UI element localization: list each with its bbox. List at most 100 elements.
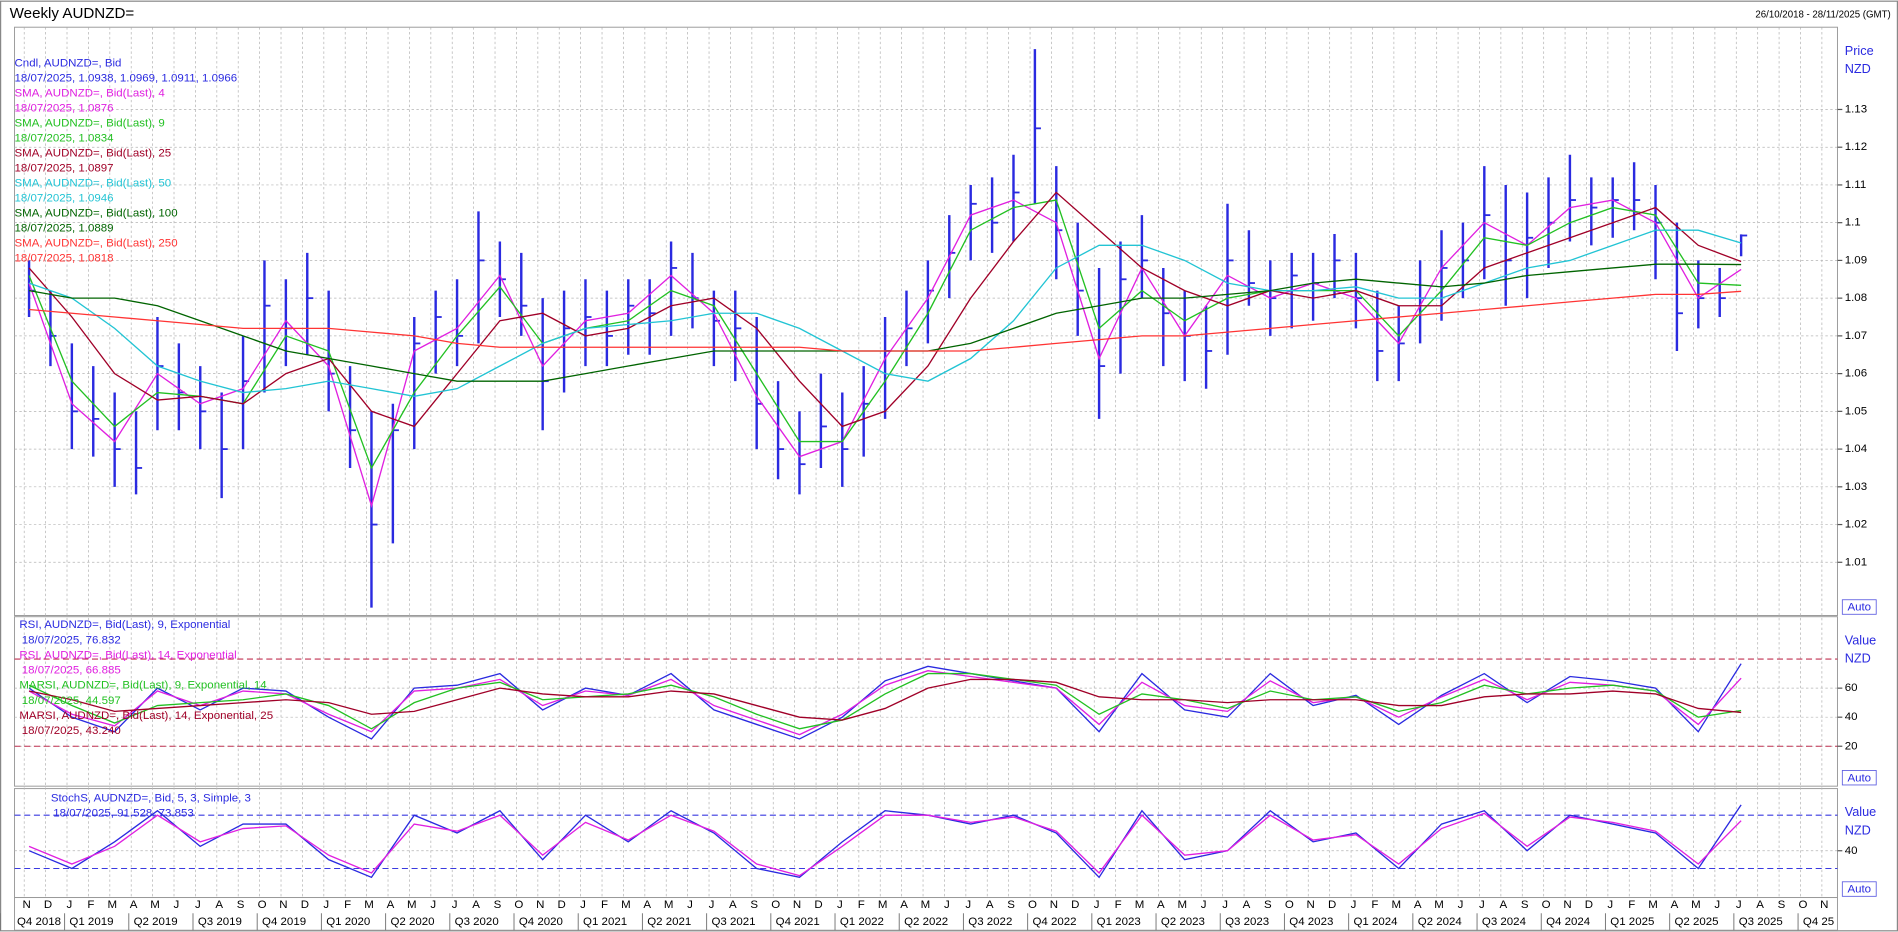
month-label: J (1479, 899, 1485, 911)
month-label: A (1414, 899, 1422, 911)
month-label: M (407, 899, 417, 911)
legend-name: SMA, AUDNZD=, Bid(Last), 4 (15, 88, 166, 100)
axis-label: Price (1845, 44, 1874, 58)
axis-label: Value (1845, 633, 1877, 647)
axis-unit: NZD (1845, 823, 1871, 837)
y-tick-label: 1.13 (1845, 104, 1867, 116)
y-tick-label: 1.03 (1845, 481, 1867, 493)
month-label: M (1648, 899, 1658, 911)
axis-frame (14, 897, 1838, 931)
indicator-line (28, 290, 1742, 352)
scale-mode: Auto (1847, 602, 1871, 614)
month-label: A (900, 899, 908, 911)
y-tick-label: 40 (1845, 711, 1858, 723)
quarter-label: Q4 2020 (519, 916, 563, 928)
month-label: D (1328, 899, 1336, 911)
indicator-line (28, 812, 1742, 877)
month-label: J (195, 899, 201, 911)
legend-value: 18/07/2025, 1.0889 (15, 223, 114, 235)
indicator-line (28, 199, 1742, 470)
month-label: J (965, 899, 971, 911)
legend-value: 18/07/2025, 76.832 (22, 634, 121, 646)
legend-value: 18/07/2025, 43.240 (22, 725, 121, 737)
month-label: S (750, 899, 758, 911)
legend-value: 18/07/2025, 1.0897 (15, 163, 114, 175)
month-label: A (1671, 899, 1679, 911)
quarter-label: Q4 2022 (1032, 916, 1076, 928)
month-label: J (1736, 899, 1742, 911)
month-label: O (1798, 899, 1807, 911)
month-label: F (344, 899, 351, 911)
month-label: A (215, 899, 223, 911)
indicator-line (28, 670, 1742, 736)
y-tick-label: 60 (1845, 682, 1858, 694)
legend-value: 18/07/2025, 66.885 (22, 665, 121, 677)
legend-name: MARSI, AUDNZD=, Bid(Last), 9, Exponentia… (19, 680, 267, 692)
month-label: J (67, 899, 73, 911)
y-tick-label: 1.01 (1845, 556, 1867, 568)
month-label: J (1351, 899, 1357, 911)
month-label: M (878, 899, 888, 911)
quarter-label: Q4 2021 (776, 916, 820, 928)
legend-name: SMA, AUDNZD=, Bid(Last), 100 (15, 208, 178, 220)
y-tick-label: 1.11 (1845, 179, 1867, 191)
legend-value: 18/07/2025, 1.0834 (15, 133, 115, 145)
month-label: J (709, 899, 715, 911)
month-label: M (107, 899, 117, 911)
quarter-label: Q2 2021 (647, 916, 691, 928)
legend-name: MARSI, AUDNZD=, Bid(Last), 14, Exponenti… (19, 710, 273, 722)
quarter-label: Q3 2019 (198, 916, 242, 928)
month-label: O (1542, 899, 1551, 911)
month-label: J (1222, 899, 1228, 911)
legend-value: 18/07/2025, 1.0938, 1.0969, 1.0911, 1.09… (15, 73, 238, 85)
month-label: J (687, 899, 693, 911)
legend-name: Cndl, AUDNZD=, Bid (15, 58, 122, 70)
indicator-line (28, 678, 1742, 721)
month-label: S (1778, 899, 1786, 911)
month-label: F (858, 899, 865, 911)
month-label: S (1007, 899, 1015, 911)
month-label: N (22, 899, 30, 911)
y-tick-label: 1.09 (1845, 254, 1867, 266)
month-label: A (729, 899, 737, 911)
month-label: D (1071, 899, 1079, 911)
quarter-label: Q4 2023 (1289, 916, 1333, 928)
marks-layer (27, 49, 1748, 879)
indicator-line (28, 804, 1742, 879)
quarter-label: Q1 2024 (1353, 916, 1398, 928)
month-label: A (643, 899, 651, 911)
month-label: M (1135, 899, 1145, 911)
month-label: M (364, 899, 374, 911)
month-label: M (1691, 899, 1701, 911)
month-label: A (1243, 899, 1251, 911)
month-label: M (921, 899, 931, 911)
month-label: J (837, 899, 843, 911)
month-label: M (621, 899, 631, 911)
legend-name: SMA, AUDNZD=, Bid(Last), 250 (15, 238, 178, 250)
legend-value: 18/07/2025, 1.0818 (15, 253, 114, 265)
y-tick-label: 1.07 (1845, 330, 1867, 342)
month-label: J (323, 899, 329, 911)
quarter-label: Q3 2025 (1739, 916, 1783, 928)
month-label: F (1628, 899, 1635, 911)
y-tick-label: 20 (1845, 740, 1858, 752)
legend-value: 18/07/2025, 91.528, 73.853 (53, 807, 194, 819)
month-label: D (814, 899, 822, 911)
month-label: F (601, 899, 608, 911)
month-label: J (430, 899, 436, 911)
month-label: A (1157, 899, 1165, 911)
indicator-line (28, 663, 1742, 740)
auto-box (1841, 770, 1877, 786)
month-label: D (558, 899, 566, 911)
quarter-label: Q3 2024 (1482, 916, 1527, 928)
indicator-line (28, 229, 1742, 397)
month-label: O (258, 899, 267, 911)
scale-mode: Auto (1847, 772, 1871, 784)
month-label: J (174, 899, 180, 911)
month-label: O (1285, 899, 1294, 911)
month-label: J (1094, 899, 1100, 911)
quarter-label: Q2 2023 (1161, 916, 1205, 928)
month-label: N (279, 899, 287, 911)
